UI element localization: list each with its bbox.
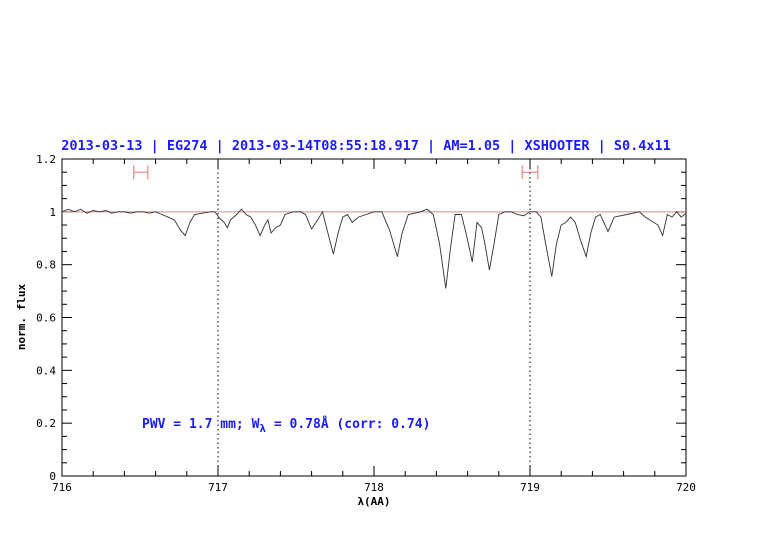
chart-title: 2013-03-13 | EG274 | 2013-03-14T08:55:18… bbox=[61, 138, 671, 154]
x-tick-label: 716 bbox=[52, 481, 72, 494]
y-tick-label: 0.2 bbox=[36, 417, 56, 430]
x-tick-label: 720 bbox=[676, 481, 696, 494]
spectrum-line bbox=[61, 208, 687, 289]
x-tick-label: 718 bbox=[364, 481, 384, 494]
error-bar bbox=[133, 165, 149, 180]
error-bar bbox=[521, 165, 539, 180]
y-tick-label: 0 bbox=[49, 470, 56, 483]
y-tick-label: 0.8 bbox=[36, 259, 56, 272]
y-tick-label: 1.2 bbox=[36, 153, 56, 166]
x-tick-label: 717 bbox=[208, 481, 228, 494]
pwv-annotation: PWV = 1.7 mm; Wλ = 0.78Å (corr: 0.74) bbox=[142, 416, 430, 435]
y-tick-label: 0.4 bbox=[36, 364, 56, 377]
axes: 716 717 718 719 720 0 0.2 0.4 0.6 0.8 1 1.2 bbox=[36, 153, 696, 494]
y-tick-label: 1 bbox=[49, 206, 56, 219]
annotation-suffix: = 0.78Å (corr: 0.74) bbox=[266, 416, 430, 432]
x-tick-label: 719 bbox=[520, 481, 540, 494]
marks bbox=[61, 159, 687, 476]
annotation-prefix: PWV = 1.7 mm; W bbox=[142, 417, 260, 432]
x-axis-label: λ(AA) bbox=[357, 495, 390, 508]
y-tick-label: 0.6 bbox=[36, 312, 56, 325]
y-axis-label: norm. flux bbox=[15, 284, 28, 351]
annotation-subscript: λ bbox=[259, 422, 266, 435]
